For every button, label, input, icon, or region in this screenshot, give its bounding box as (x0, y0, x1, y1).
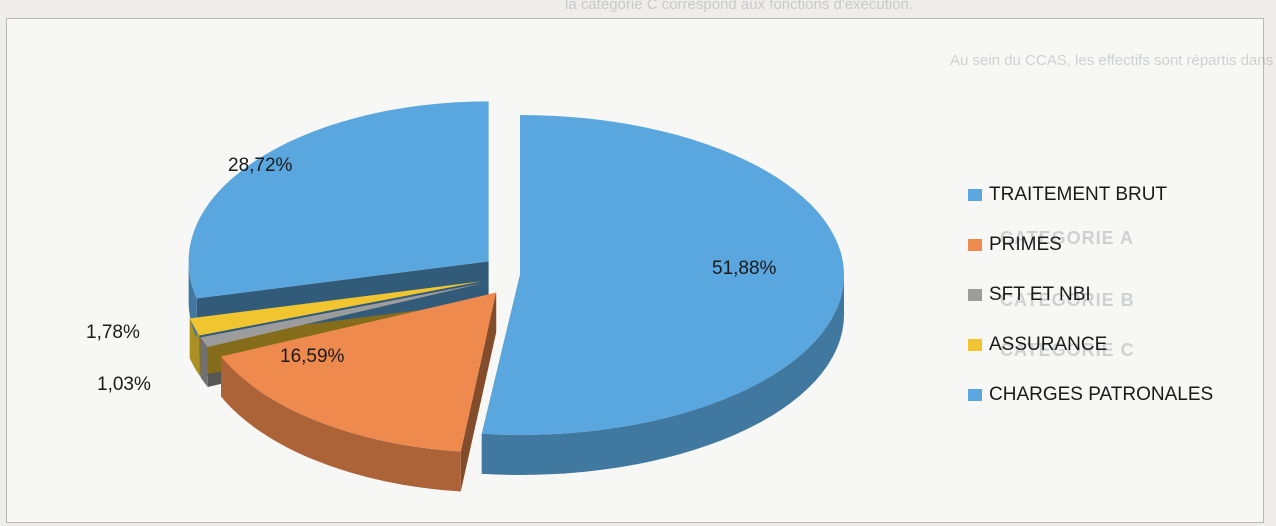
pie-slice-assurance (189, 281, 482, 336)
slice-side-1 (221, 356, 461, 492)
legend-item: ASSURANCE (968, 320, 1213, 370)
slice-side-2 (200, 337, 208, 387)
legend: TRAITEMENT BRUT PRIMES SFT ET NBI ASSURA… (968, 170, 1213, 420)
data-label-sft-nbi: 1,03% (97, 374, 151, 395)
slice-wall-1-0 (460, 292, 497, 492)
legend-label-traitement-brut: TRAITEMENT BRUT (989, 184, 1168, 205)
background-category-b: CATEGORIE B (1000, 290, 1135, 310)
legend-label-primes: PRIMES (989, 234, 1062, 255)
legend-label-assurance: ASSURANCE (989, 334, 1108, 355)
legend-swatch (968, 389, 982, 401)
legend-item: TRAITEMENT BRUT (968, 170, 1213, 220)
legend-item: PRIMES (968, 220, 1213, 270)
pie-slice-primes (221, 292, 497, 452)
slice-side-0 (481, 275, 844, 475)
background-text-line: Au sein du CCAS, les effectifs sont répa… (950, 52, 1276, 69)
legend-swatch (968, 189, 982, 201)
pie-slice-charges-patronales (188, 101, 489, 299)
legend-item: SFT ET NBI (968, 270, 1213, 320)
slice-side-3 (189, 318, 200, 376)
legend-item: CHARGES PATRONALES (968, 370, 1213, 420)
data-label-primes: 16,59% (280, 346, 345, 367)
legend-swatch (968, 339, 982, 351)
legend-swatch (968, 239, 982, 251)
data-label-charges-patronales: 28,72% (228, 155, 293, 176)
background-category-a: CATEGORIE A (1000, 228, 1135, 248)
data-label-traitement-brut: 51,88% (712, 258, 777, 279)
background-category-c: CATEGORIE C (1000, 340, 1135, 360)
background-text-top: la catégorie C correspond aux fonctions … (565, 0, 914, 13)
legend-label-charges-patronales: CHARGES PATRONALES (989, 384, 1214, 405)
legend-label-sft-nbi: SFT ET NBI (989, 284, 1091, 305)
legend-swatch (968, 289, 982, 301)
pie-slice-sft-et-nbi (200, 283, 483, 347)
pie-slice-traitement-brut (481, 115, 844, 435)
data-label-assurance: 1,78% (86, 322, 140, 343)
